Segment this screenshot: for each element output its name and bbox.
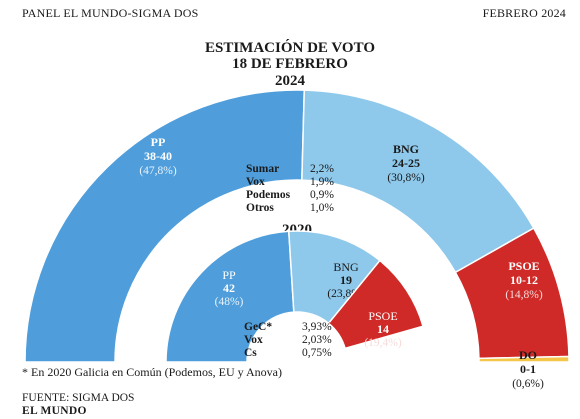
label-2024-psoe-seats: 10-12: [510, 273, 538, 287]
chart-title: ESTIMACIÓN DE VOTO: [204, 40, 376, 56]
label-2020-bng-seats: 19: [340, 273, 352, 287]
slice-2024-pp: [24, 89, 306, 363]
label-2020-pp-seats: 42: [223, 281, 235, 295]
label-2020-psoe-seats: 14: [377, 322, 389, 336]
label-2020-pp-pct: (48%): [215, 296, 244, 308]
others-2020-name-2: Cs: [244, 347, 257, 359]
chart-subtitle-date: 18 DE FEBRERO: [232, 56, 348, 72]
others-2024-name-2: Podemos: [246, 189, 291, 201]
label-2024-do-pct: (0,6%): [512, 378, 544, 390]
label-2020-psoe-name: PSOE: [368, 309, 397, 323]
source-header: PANEL EL MUNDO-SIGMA DOS: [22, 6, 199, 20]
others-2024-pct-0: 2,2%: [310, 163, 334, 175]
others-2020-name-0: GeC*: [244, 321, 272, 333]
label-2020-psoe-pct: (19,4%): [364, 337, 402, 349]
slice-2020-pp: [165, 230, 295, 363]
others-2024-name-3: Otros: [246, 202, 274, 214]
label-2024-pp-name: PP: [151, 135, 166, 149]
slice-2020-psoe: [327, 259, 424, 350]
label-2024-do-seats: 0-1: [520, 362, 536, 376]
others-2024-name-0: Sumar: [246, 163, 279, 175]
others-2020-pct-0: 3,93%: [302, 321, 332, 333]
label-2020-pp-name: PP: [222, 268, 236, 282]
date-header: FEBRERO 2024: [482, 6, 566, 20]
source-line: FUENTE: SIGMA DOS: [22, 392, 135, 404]
label-2024-pp-pct: (47,8%): [139, 165, 177, 177]
others-2020-name-1: Vox: [244, 334, 263, 346]
publisher-name: EL MUNDO: [22, 405, 87, 417]
slice-2024-do: [478, 355, 570, 363]
others-2024-name-1: Vox: [246, 176, 265, 188]
others-2024-pct-2: 0,9%: [310, 189, 334, 201]
label-2024-do-name: DO: [519, 348, 537, 362]
label-2024-bng-pct: (30,8%): [387, 172, 425, 184]
others-2024-pct-3: 1,0%: [310, 202, 334, 214]
label-2024-psoe-name: PSOE: [508, 259, 539, 273]
label-2024-bng-name: BNG: [393, 142, 419, 156]
chart-subtitle-year: 2024: [275, 73, 305, 89]
label-2024-psoe-pct: (14,8%): [505, 289, 543, 301]
label-2024-bng-seats: 24-25: [392, 156, 420, 170]
label-2024-pp-seats: 38-40: [144, 149, 172, 163]
others-2020-pct-1: 2,03%: [302, 334, 332, 346]
others-2024-pct-1: 1,9%: [310, 176, 334, 188]
others-2020-pct-2: 0,75%: [302, 347, 332, 359]
source-credit: FUENTE: SIGMA DOS EL MUNDO: [22, 392, 134, 418]
footnote: * En 2020 Galicia en Común (Podemos, EU …: [22, 365, 282, 379]
label-2020-bng-name: BNG: [333, 260, 359, 274]
